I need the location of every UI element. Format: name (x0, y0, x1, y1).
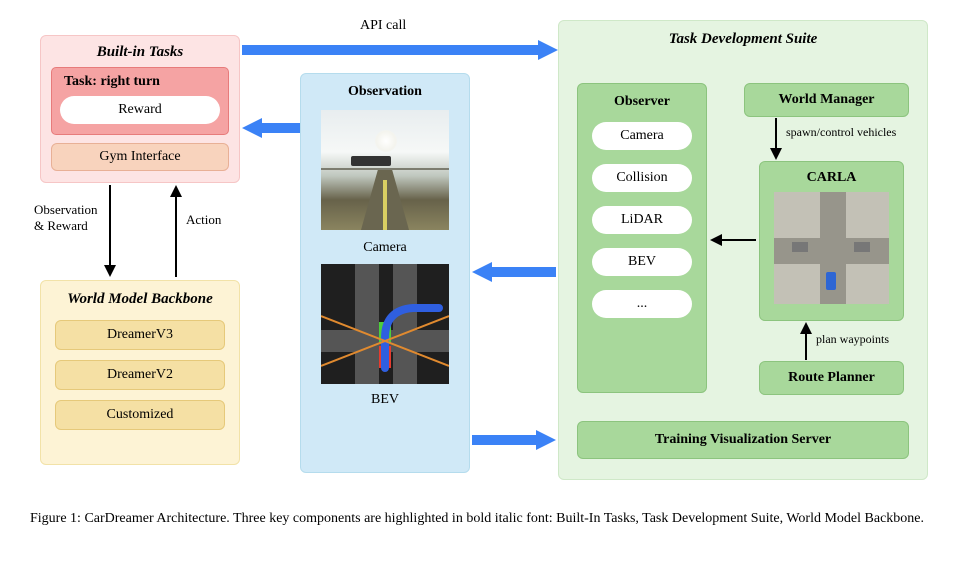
arrow-action (170, 185, 184, 277)
arrow-api-call (242, 40, 558, 60)
label-plan: plan waypoints (816, 332, 889, 347)
diagram-canvas: Built-in Tasks Task: right turn Reward G… (0, 0, 954, 500)
observer-item-1: Collision (592, 164, 692, 192)
bev-image (321, 264, 449, 384)
carla-image (774, 192, 889, 304)
arrow-spawn (770, 118, 784, 160)
gym-interface-box: Gym Interface (51, 143, 229, 171)
builtin-title: Built-in Tasks (41, 36, 239, 67)
observer-item-0: Camera (592, 122, 692, 150)
figure-caption: Figure 1: CarDreamer Architecture. Three… (30, 510, 924, 529)
arrow-plan (800, 322, 814, 360)
camera-label: Camera (301, 230, 469, 262)
suite-title: Task Development Suite (559, 21, 927, 56)
arrow-carla-to-observer (710, 234, 756, 248)
panel-backbone: World Model Backbone DreamerV3 DreamerV2… (40, 280, 240, 465)
camera-image (321, 110, 449, 230)
backbone-item-1: DreamerV2 (55, 360, 225, 390)
observer-title: Observer (578, 84, 706, 116)
task-label: Task: right turn (60, 74, 220, 96)
panel-builtin-tasks: Built-in Tasks Task: right turn Reward G… (40, 35, 240, 183)
panel-observation: Observation Camera (300, 73, 470, 473)
observer-item-4: ... (592, 290, 692, 318)
observer-box: Observer Camera Collision LiDAR BEV ... (577, 83, 707, 393)
label-spawn: spawn/control vehicles (786, 125, 896, 140)
observer-item-3: BEV (592, 248, 692, 276)
arrow-obs-reward (104, 185, 118, 277)
backbone-item-0: DreamerV3 (55, 320, 225, 350)
viz-server-box: Training Visualization Server (577, 421, 909, 459)
arrow-obs-to-task (242, 118, 300, 138)
label-api-call: API call (360, 18, 406, 34)
observation-title: Observation (301, 74, 469, 106)
reward-pill: Reward (60, 96, 220, 124)
observer-item-2: LiDAR (592, 206, 692, 234)
backbone-item-2: Customized (55, 400, 225, 430)
panel-suite: Task Development Suite Observer Camera C… (558, 20, 928, 480)
world-manager-box: World Manager (744, 83, 909, 117)
carla-title: CARLA (760, 162, 903, 190)
route-planner-box: Route Planner (759, 361, 904, 395)
backbone-title: World Model Backbone (41, 281, 239, 316)
bev-label: BEV (301, 384, 469, 408)
carla-box: CARLA (759, 161, 904, 321)
label-obs-reward: Observation& Reward (34, 202, 98, 234)
arrow-bev-to-viz (472, 430, 556, 450)
arrow-observer-to-obs (472, 262, 556, 282)
task-box: Task: right turn Reward (51, 67, 229, 135)
label-action: Action (186, 212, 221, 228)
